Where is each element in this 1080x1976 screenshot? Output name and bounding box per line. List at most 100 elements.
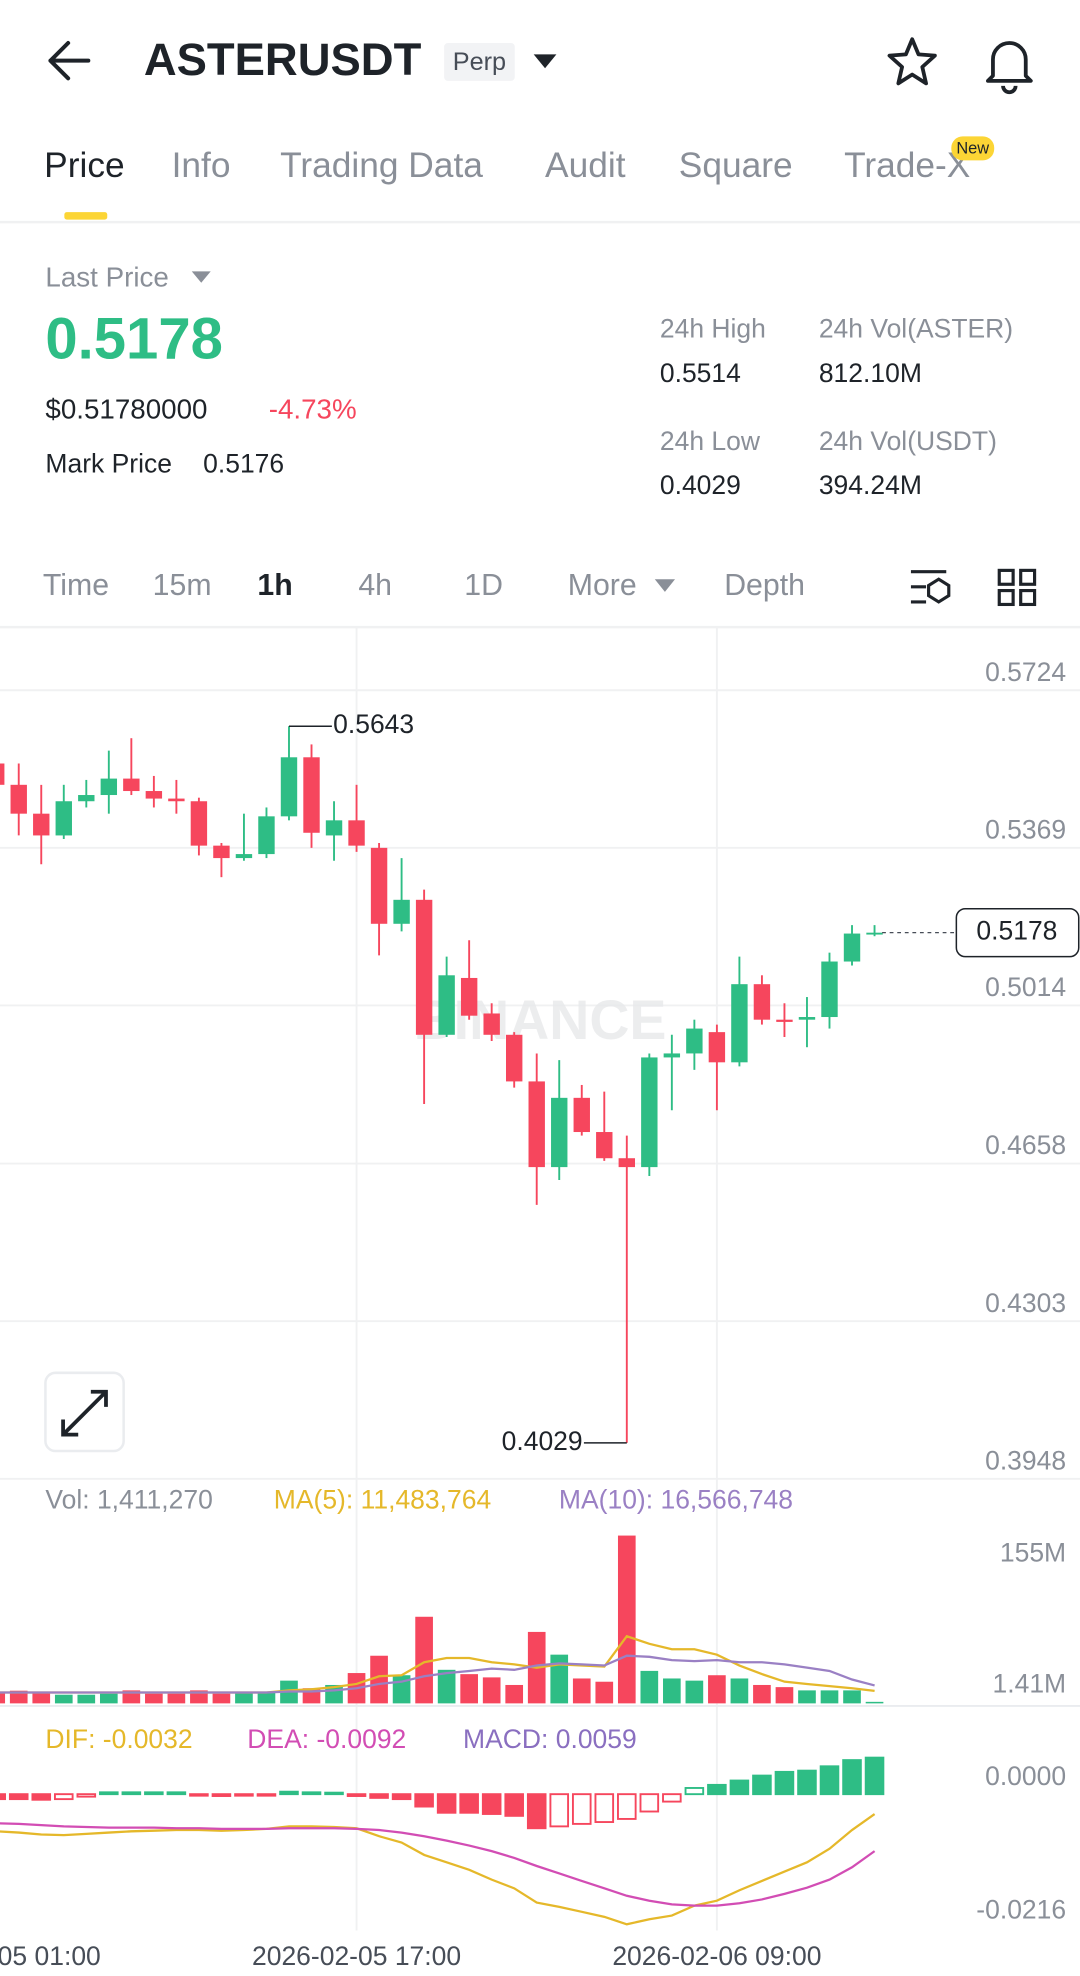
tab[interactable]: Price bbox=[44, 146, 124, 185]
last-price-label[interactable]: Last Price bbox=[45, 261, 168, 292]
layout-toggle[interactable] bbox=[997, 568, 1037, 607]
macd-bar bbox=[31, 1793, 52, 1801]
interval[interactable]: 1h bbox=[257, 569, 292, 602]
tab[interactable]: Square bbox=[679, 146, 793, 185]
indicator-line bbox=[0, 1822, 876, 1907]
macd-bar bbox=[391, 1793, 412, 1801]
dropdown bbox=[654, 579, 675, 592]
legend-entry: MACD: 0.0059 bbox=[463, 1724, 637, 1754]
macd-bar bbox=[99, 1791, 119, 1796]
last-price: 0.5178 bbox=[45, 307, 222, 372]
volume-bar bbox=[415, 1616, 433, 1704]
macd-bar bbox=[526, 1793, 547, 1830]
macd-bar bbox=[864, 1756, 885, 1796]
candle-body bbox=[280, 757, 298, 817]
symbol[interactable]: ASTERUSDT bbox=[144, 34, 422, 85]
y-tick-label: 155M bbox=[1000, 1537, 1066, 1567]
back-button[interactable] bbox=[48, 40, 91, 81]
candle-body bbox=[686, 1028, 703, 1054]
interval[interactable]: 4h bbox=[358, 569, 392, 602]
tab[interactable]: Audit bbox=[545, 146, 626, 185]
tab[interactable]: Trading Data bbox=[280, 146, 483, 185]
stat-value: 0.5514 bbox=[660, 358, 741, 388]
macd-bar bbox=[121, 1791, 142, 1796]
stat-value: 0.4029 bbox=[660, 470, 741, 500]
legend-entry: DIF: -0.0032 bbox=[45, 1724, 192, 1754]
candle-body bbox=[641, 1057, 658, 1168]
y-tick-label: 0.5369 bbox=[985, 814, 1066, 844]
candle-body bbox=[663, 1053, 681, 1058]
stat-label: 24h Vol(USDT) bbox=[819, 426, 997, 456]
macd-bar bbox=[774, 1770, 795, 1796]
volume-bar bbox=[32, 1693, 51, 1704]
volume-bar bbox=[54, 1694, 73, 1704]
macd-bar bbox=[797, 1769, 817, 1796]
candle-body bbox=[843, 933, 861, 962]
candle-body bbox=[393, 899, 410, 924]
usd-price: $0.51780000 bbox=[45, 394, 207, 425]
y-tick-label: 0.5014 bbox=[985, 972, 1066, 1002]
macd-bar bbox=[617, 1793, 637, 1820]
candle-body bbox=[528, 1081, 545, 1168]
macd-bar bbox=[369, 1793, 389, 1799]
macd-bar bbox=[256, 1793, 277, 1797]
icon bbox=[997, 588, 1015, 607]
y-tick-label: 0.3948 bbox=[985, 1445, 1066, 1475]
stat-value: 812.10M bbox=[819, 358, 922, 388]
stat-label: 24h High bbox=[660, 314, 766, 344]
icon bbox=[997, 568, 1015, 586]
candle-body bbox=[258, 816, 275, 855]
macd-bar bbox=[8, 1793, 29, 1801]
candle-body bbox=[190, 801, 208, 846]
volume-bar bbox=[595, 1681, 614, 1704]
macd-bar bbox=[189, 1793, 209, 1797]
macd-bar bbox=[639, 1793, 660, 1813]
candle-body bbox=[325, 820, 343, 836]
volume-bar bbox=[77, 1694, 96, 1704]
macd-bar bbox=[481, 1793, 502, 1815]
macd-bar bbox=[279, 1790, 299, 1796]
tab[interactable]: Info bbox=[172, 146, 231, 185]
mark-price: 0.5176 bbox=[203, 449, 284, 479]
macd-bar bbox=[76, 1793, 97, 1798]
favorite-icon[interactable] bbox=[887, 37, 937, 86]
candle-body bbox=[145, 791, 163, 799]
candle-body bbox=[596, 1132, 613, 1159]
volume-bar bbox=[257, 1692, 276, 1704]
macd-bar bbox=[819, 1765, 840, 1796]
macd-bar bbox=[594, 1793, 615, 1823]
new-badge-bg bbox=[951, 136, 995, 161]
candle-body bbox=[618, 1158, 636, 1168]
interval[interactable]: Depth bbox=[724, 569, 805, 602]
interval[interactable]: 15m bbox=[153, 569, 212, 602]
candle-body bbox=[78, 795, 95, 802]
legend-entry: Vol: 1,411,270 bbox=[45, 1485, 212, 1515]
candle-body bbox=[776, 1019, 793, 1022]
alert-icon[interactable] bbox=[986, 41, 1033, 95]
indicator-settings[interactable] bbox=[910, 570, 951, 604]
candle-body bbox=[708, 1032, 726, 1063]
macd-bar bbox=[707, 1783, 727, 1796]
candle-body bbox=[866, 932, 883, 935]
tab[interactable]: Trade-X bbox=[844, 146, 970, 185]
macd-bar bbox=[414, 1793, 434, 1808]
macd-bar bbox=[436, 1793, 457, 1814]
fullscreen-button[interactable] bbox=[44, 1371, 125, 1453]
volume-bar bbox=[708, 1675, 726, 1704]
interval[interactable]: 1D bbox=[464, 569, 503, 602]
interval[interactable]: More bbox=[568, 569, 637, 602]
volume-bar bbox=[235, 1692, 253, 1704]
candle-body bbox=[0, 763, 5, 785]
symbol-dropdown[interactable] bbox=[533, 54, 557, 69]
stat-value: 394.24M bbox=[819, 470, 922, 500]
mark-price-label: Mark Price bbox=[45, 449, 172, 479]
dropdown bbox=[191, 271, 211, 283]
candle-body bbox=[33, 813, 50, 836]
macd-bar bbox=[211, 1793, 232, 1797]
interval[interactable]: Time bbox=[43, 569, 109, 602]
price-change: -4.73% bbox=[269, 394, 357, 425]
macd-bar bbox=[301, 1791, 322, 1796]
macd-bar bbox=[752, 1774, 772, 1796]
volume-bar bbox=[370, 1655, 388, 1704]
volume-bar bbox=[617, 1535, 636, 1704]
